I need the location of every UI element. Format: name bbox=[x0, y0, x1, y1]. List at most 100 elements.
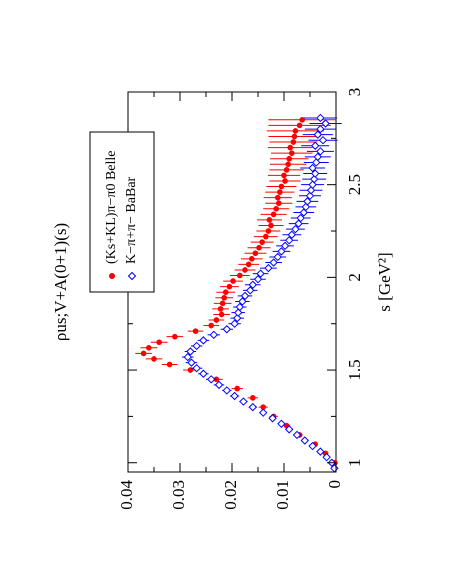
legend-label: (Ks+KL)π−π0 Belle bbox=[104, 150, 119, 264]
data-point bbox=[277, 189, 283, 195]
data-point bbox=[237, 272, 243, 279]
data-point bbox=[222, 386, 232, 395]
data-point bbox=[280, 241, 290, 251]
data-point bbox=[222, 289, 229, 295]
data-point bbox=[256, 269, 265, 278]
data-point bbox=[213, 317, 220, 323]
data-point bbox=[321, 119, 330, 128]
data-point bbox=[234, 385, 240, 392]
data-point bbox=[292, 128, 299, 134]
data-point bbox=[309, 174, 319, 184]
x-tick-label: 1 bbox=[345, 458, 364, 467]
legend-marker bbox=[109, 273, 115, 279]
data-point bbox=[316, 113, 325, 123]
data-point bbox=[277, 419, 286, 429]
data-point bbox=[313, 152, 323, 162]
y-tick-label: 0.04 bbox=[117, 480, 136, 510]
data-point bbox=[248, 402, 258, 412]
data-point bbox=[274, 194, 281, 201]
data-point bbox=[273, 205, 280, 212]
data-point bbox=[313, 130, 323, 139]
data-point bbox=[287, 144, 294, 151]
data-point bbox=[285, 161, 291, 168]
data-point bbox=[278, 183, 285, 190]
data-point bbox=[239, 397, 248, 406]
data-point bbox=[318, 135, 328, 145]
y-axis-label: ρus;V+A(0+1)(s) bbox=[51, 223, 70, 341]
x-tick-label: 3 bbox=[345, 88, 364, 97]
data-point bbox=[316, 147, 325, 156]
data-point bbox=[270, 211, 277, 218]
data-point bbox=[146, 345, 152, 351]
data-point bbox=[245, 286, 255, 295]
data-point bbox=[192, 341, 201, 351]
data-point bbox=[289, 150, 295, 156]
data-point bbox=[192, 363, 201, 373]
data-point bbox=[183, 352, 193, 362]
data-point bbox=[296, 213, 305, 223]
data-point bbox=[199, 369, 208, 378]
data-point bbox=[296, 122, 303, 129]
data-point bbox=[172, 333, 178, 340]
data-point bbox=[268, 414, 277, 423]
data-point bbox=[283, 167, 290, 173]
y-tick-label: 0 bbox=[325, 480, 344, 489]
data-point bbox=[248, 280, 258, 289]
data-point bbox=[186, 347, 195, 356]
legend-marker bbox=[127, 271, 137, 281]
data-point bbox=[214, 380, 224, 390]
data-point bbox=[287, 230, 297, 239]
data-point bbox=[253, 275, 263, 284]
data-point bbox=[284, 425, 294, 434]
data-point bbox=[308, 441, 317, 451]
data-point bbox=[219, 300, 226, 307]
y-tick-label: 0.02 bbox=[221, 480, 240, 510]
data-point bbox=[268, 222, 274, 229]
x-axis-label: s [GeV²] bbox=[375, 252, 394, 311]
data-point bbox=[252, 250, 259, 257]
data-point bbox=[230, 319, 239, 328]
data-point bbox=[230, 278, 236, 284]
data-point bbox=[310, 169, 320, 178]
data-point bbox=[290, 139, 297, 145]
data-point bbox=[316, 447, 325, 456]
data-point bbox=[209, 330, 219, 340]
data-point bbox=[269, 258, 278, 267]
data-point bbox=[140, 350, 147, 357]
data-point bbox=[208, 322, 214, 329]
data-point bbox=[199, 336, 208, 345]
data-point bbox=[273, 252, 282, 262]
data-point bbox=[286, 155, 293, 162]
data-point bbox=[156, 339, 162, 346]
axes: 1 1.5 2 2.5 3 0 0.01 0.02 0.03 0.04 s [GeV²] ρus;V+… bbox=[51, 88, 394, 510]
data-point bbox=[264, 263, 273, 273]
data-point bbox=[250, 395, 256, 401]
data-point bbox=[310, 141, 320, 150]
y-tick-label: 0.01 bbox=[273, 480, 292, 510]
data-point bbox=[217, 306, 224, 312]
data-point bbox=[226, 283, 233, 290]
data-point bbox=[300, 436, 310, 445]
legend-label: K−π+π− BaBar bbox=[124, 176, 139, 264]
chart-marks bbox=[135, 113, 342, 473]
data-point bbox=[276, 200, 282, 207]
data-point bbox=[256, 244, 262, 251]
data-point bbox=[222, 325, 232, 334]
data-point bbox=[265, 228, 272, 234]
data-point bbox=[322, 452, 331, 462]
data-point bbox=[187, 358, 196, 367]
data-point bbox=[232, 313, 242, 323]
data-point bbox=[258, 408, 268, 417]
data-point bbox=[238, 297, 247, 306]
data-point bbox=[316, 124, 325, 134]
data-point bbox=[221, 294, 227, 301]
data-point bbox=[192, 328, 199, 334]
data-point bbox=[291, 224, 300, 234]
data-point bbox=[292, 430, 302, 440]
y-tick-label: 0.03 bbox=[169, 480, 188, 510]
data-point bbox=[259, 239, 265, 245]
data-point bbox=[235, 302, 245, 312]
data-point bbox=[248, 256, 255, 262]
data-point bbox=[266, 217, 273, 223]
